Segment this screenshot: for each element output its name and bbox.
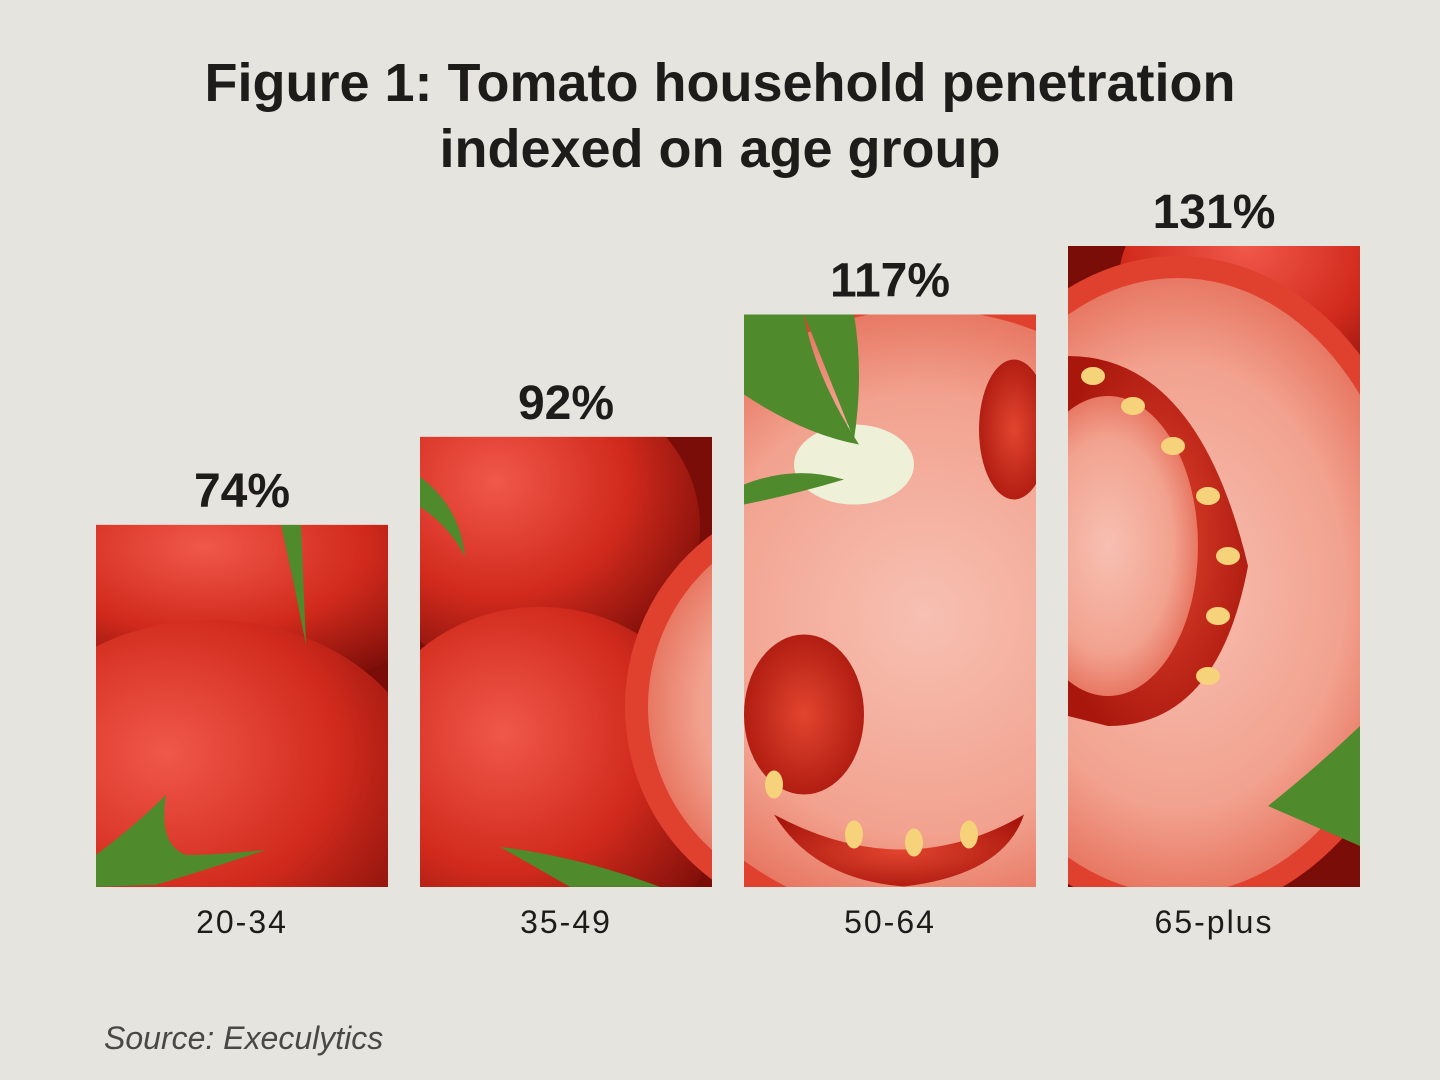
category-label: 65-plus [1155, 904, 1274, 940]
value-label: 92% [518, 377, 614, 430]
bar-35-49 [420, 436, 712, 887]
chart-title-line-2: indexed on age group [439, 119, 1001, 179]
source-note: Source: Execulytics [104, 1020, 384, 1056]
bar-chart: 74% 20-34 92% 35-49 117% 50-64 131% 65-plus [96, 186, 1360, 940]
chart-title: Figure 1: Tomato household penetration i… [0, 50, 1440, 182]
chart-title-line-1: Figure 1: Tomato household penetration [204, 53, 1236, 113]
bar-50-64 [744, 314, 1036, 887]
category-label: 50-64 [844, 904, 936, 940]
value-label: 131% [1153, 186, 1276, 239]
bar-65-plus [1068, 246, 1360, 887]
bar-20-34 [96, 524, 388, 887]
category-label: 20-34 [196, 904, 288, 940]
value-label: 117% [830, 255, 950, 308]
category-label: 35-49 [520, 904, 612, 940]
value-label: 74% [194, 465, 290, 518]
